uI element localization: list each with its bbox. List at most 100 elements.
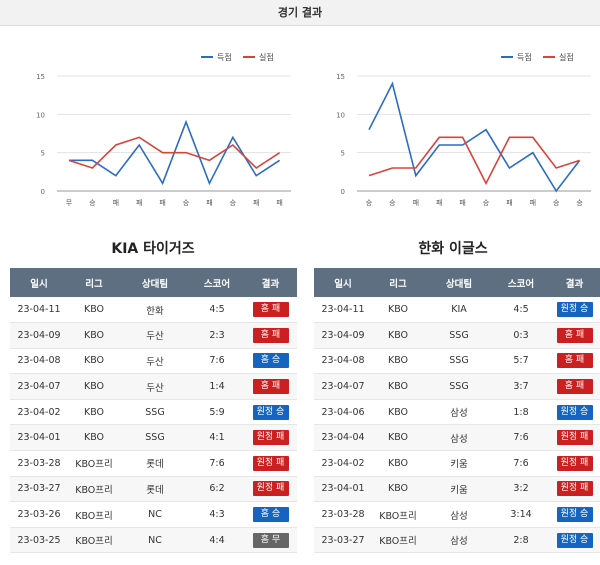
date-cell: 23-04-07: [314, 373, 372, 400]
conceded-series-line: [368, 136, 580, 186]
x-tick-label: 패: [159, 198, 165, 207]
x-tick-label: 승: [576, 199, 583, 207]
score-cell: 6:2: [190, 476, 244, 503]
score-cell: 5:7: [494, 348, 548, 375]
x-tick-label: 패: [413, 198, 419, 207]
opponent-cell: 롯데: [120, 450, 190, 477]
table-row: 23-03-25 KBO프리 NC 4:4 홈 무: [10, 527, 297, 554]
date-cell: 23-04-07: [10, 373, 68, 400]
league-cell: KBO프리: [68, 527, 120, 554]
result-badge: 원정 패: [556, 481, 593, 497]
opponent-cell: 삼성: [424, 424, 494, 452]
result-badge: 홈 패: [556, 379, 593, 395]
result-badge: 홈 무: [252, 532, 289, 548]
result-badge: 원정 승: [556, 532, 593, 548]
league-cell: KBO프리: [372, 527, 424, 554]
league-cell: KBO: [372, 348, 424, 375]
result-badge: 원정 승: [252, 404, 289, 420]
result-cell: 원정 승: [548, 297, 600, 324]
table-row: 23-04-11 KBO KIA 4:5 원정 승: [314, 297, 600, 324]
opponent-cell: 롯데: [120, 476, 190, 503]
league-cell: KBO: [68, 399, 120, 426]
conceded-series-line: [68, 136, 281, 170]
league-cell: KBO: [68, 297, 120, 324]
table-row: 23-04-06 KBO 삼성 1:8 원정 승: [314, 399, 600, 426]
table-row: 23-04-01 KBO 키움 3:2 원정 패: [314, 476, 600, 503]
result-badge: 홈 패: [252, 379, 289, 395]
date-cell: 23-04-08: [314, 348, 372, 375]
x-tick-label: 패: [206, 198, 212, 207]
table-header-row: 일시 리그 상대팀 스코어 결과: [314, 268, 600, 297]
col-header-league: 리그: [68, 268, 120, 297]
date-cell: 23-04-08: [10, 348, 68, 375]
result-cell: 홈 패: [548, 322, 600, 349]
table-row: 23-04-02 KBO 키움 7:6 원정 패: [314, 450, 600, 477]
col-header-opponent: 상대팀: [120, 268, 190, 297]
x-tick-label: 패: [459, 198, 465, 207]
date-cell: 23-03-27: [314, 527, 372, 554]
x-tick-label: 승: [230, 199, 237, 207]
hanwha-line-chart-svg: 0 5 10 15 승 승 패 패 패 승 패 패 승 승 득점 실점: [336, 52, 591, 207]
opponent-cell: 키움: [424, 450, 494, 477]
date-cell: 23-04-11: [314, 297, 372, 324]
date-cell: 23-04-09: [314, 322, 372, 349]
x-tick-label: 무: [66, 199, 73, 207]
result-badge: 원정 승: [556, 507, 593, 523]
score-cell: 1:4: [190, 373, 244, 400]
col-header-result: 결과: [244, 268, 297, 297]
score-cell: 7:6: [494, 450, 548, 477]
score-cell: 2:8: [494, 527, 548, 554]
page-header: 경기 결과: [0, 0, 600, 26]
result-badge: 홈 패: [252, 327, 289, 343]
result-badge: 원정 패: [252, 430, 289, 446]
table-row: 23-04-09 KBO 두산 2:3 홈 패: [10, 322, 297, 349]
score-cell: 3:2: [494, 476, 548, 503]
score-cell: 0:3: [494, 322, 548, 349]
date-cell: 23-03-27: [10, 476, 68, 503]
result-cell: 원정 승: [244, 399, 297, 426]
opponent-cell: 삼성: [424, 501, 494, 528]
x-tick-label: 패: [506, 198, 512, 207]
table-row: 23-04-09 KBO SSG 0:3 홈 패: [314, 322, 600, 349]
opponent-cell: SSG: [424, 373, 494, 400]
score-cell: 3:7: [494, 373, 548, 400]
col-header-score: 스코어: [190, 268, 244, 297]
date-cell: 23-03-26: [10, 501, 68, 528]
team-title-hanwha: 한화 이글스: [418, 241, 488, 257]
table-row: 23-04-11 KBO 한화 4:5 홈 패: [10, 297, 297, 324]
league-cell: KBO: [372, 399, 424, 426]
col-header-opponent: 상대팀: [424, 268, 494, 297]
score-cell: 3:14: [494, 501, 548, 528]
opponent-cell: 한화: [120, 297, 190, 324]
x-tick-label: 패: [113, 198, 119, 207]
score-cell: 2:3: [190, 322, 244, 349]
result-cell: 원정 패: [548, 450, 600, 477]
date-cell: 23-04-01: [10, 424, 68, 452]
opponent-cell: 두산: [120, 348, 190, 375]
league-cell: KBO: [372, 476, 424, 503]
date-cell: 23-03-28: [10, 450, 68, 477]
result-badge: 원정 승: [556, 302, 593, 318]
result-cell: 홈 패: [244, 297, 297, 324]
table-row: 23-04-07 KBO 두산 1:4 홈 패: [10, 373, 297, 400]
x-tick-label: 승: [483, 199, 490, 207]
score-cell: 4:5: [190, 297, 244, 324]
team-title-kia: KIA 타이거즈: [111, 241, 195, 257]
league-cell: KBO: [372, 450, 424, 477]
date-cell: 23-04-02: [10, 399, 68, 426]
date-cell: 23-04-04: [314, 424, 372, 452]
score-cell: 7:6: [190, 348, 244, 375]
y-tick-label: 0: [41, 188, 45, 196]
result-cell: 홈 패: [244, 373, 297, 400]
result-cell: 홈 승: [244, 348, 297, 375]
opponent-cell: KIA: [424, 297, 494, 324]
y-tick-label: 15: [36, 73, 45, 81]
score-cell: 4:3: [190, 501, 244, 528]
hanwha-results-table: 일시 리그 상대팀 스코어 결과 23-04-11 KBO KIA 4:5 원정 승 23…: [314, 268, 600, 554]
x-tick-label: 승: [366, 199, 373, 207]
result-badge: 홈 패: [556, 353, 593, 369]
opponent-cell: 두산: [120, 322, 190, 349]
date-cell: 23-04-06: [314, 399, 372, 426]
legend-label-scored: 득점: [217, 52, 232, 62]
x-tick-label: 패: [136, 198, 142, 207]
